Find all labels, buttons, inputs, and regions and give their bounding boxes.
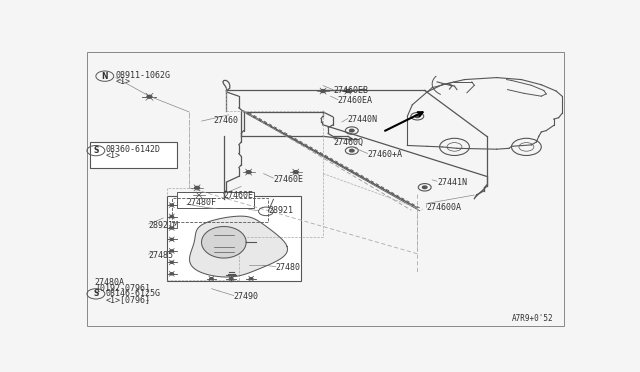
Circle shape — [415, 115, 420, 118]
Text: 27460Q: 27460Q — [333, 138, 363, 147]
Text: 08911-1062G: 08911-1062G — [116, 71, 171, 80]
Text: 27485: 27485 — [148, 251, 173, 260]
Circle shape — [170, 227, 173, 229]
Text: 27490: 27490 — [234, 292, 259, 301]
Circle shape — [349, 129, 354, 132]
Text: A7R9+0'52: A7R9+0'52 — [511, 314, 553, 323]
Text: S: S — [93, 289, 99, 298]
Text: 27460: 27460 — [214, 116, 239, 125]
Text: 27460+A: 27460+A — [367, 150, 403, 158]
Polygon shape — [189, 216, 287, 277]
Text: 08360-6142D: 08360-6142D — [106, 145, 161, 154]
Circle shape — [230, 278, 233, 280]
Text: S: S — [93, 146, 99, 155]
Text: 27480F: 27480F — [187, 198, 216, 207]
Circle shape — [346, 90, 350, 93]
Text: <1>[0796-: <1>[0796- — [106, 295, 151, 304]
Polygon shape — [202, 227, 246, 258]
Text: 08146-6125G: 08146-6125G — [106, 289, 161, 298]
Text: 28921M: 28921M — [148, 221, 179, 230]
Text: N: N — [102, 72, 108, 81]
Text: 27440N: 27440N — [348, 115, 378, 124]
Text: 27480: 27480 — [276, 263, 301, 272]
Text: 27480A: 27480A — [95, 279, 125, 288]
Bar — [172, 198, 269, 222]
Circle shape — [422, 186, 427, 189]
Circle shape — [246, 171, 251, 173]
Circle shape — [349, 149, 354, 152]
Circle shape — [196, 193, 202, 196]
Circle shape — [170, 262, 173, 263]
Text: <1>: <1> — [106, 151, 121, 160]
Text: 27460E: 27460E — [224, 190, 254, 199]
Circle shape — [293, 171, 298, 173]
Text: 27460E: 27460E — [273, 175, 303, 184]
Circle shape — [195, 186, 200, 189]
Bar — [90, 142, 177, 168]
Circle shape — [321, 90, 326, 93]
Bar — [167, 196, 301, 281]
Text: ]: ] — [145, 295, 150, 304]
Bar — [177, 192, 253, 208]
Circle shape — [170, 215, 173, 218]
Text: 27460EB: 27460EB — [333, 86, 368, 95]
Circle shape — [147, 95, 152, 98]
Circle shape — [170, 250, 173, 252]
Circle shape — [170, 204, 173, 206]
Text: 274600A: 274600A — [426, 203, 461, 212]
Text: [0192-0796]: [0192-0796] — [95, 283, 150, 293]
Circle shape — [170, 238, 173, 240]
Text: <1>: <1> — [116, 77, 131, 86]
Circle shape — [210, 278, 213, 280]
Text: 27441N: 27441N — [437, 178, 467, 187]
Text: 27460EA: 27460EA — [338, 96, 373, 105]
Circle shape — [250, 278, 253, 280]
Text: 28921: 28921 — [269, 206, 294, 215]
Circle shape — [170, 273, 173, 275]
